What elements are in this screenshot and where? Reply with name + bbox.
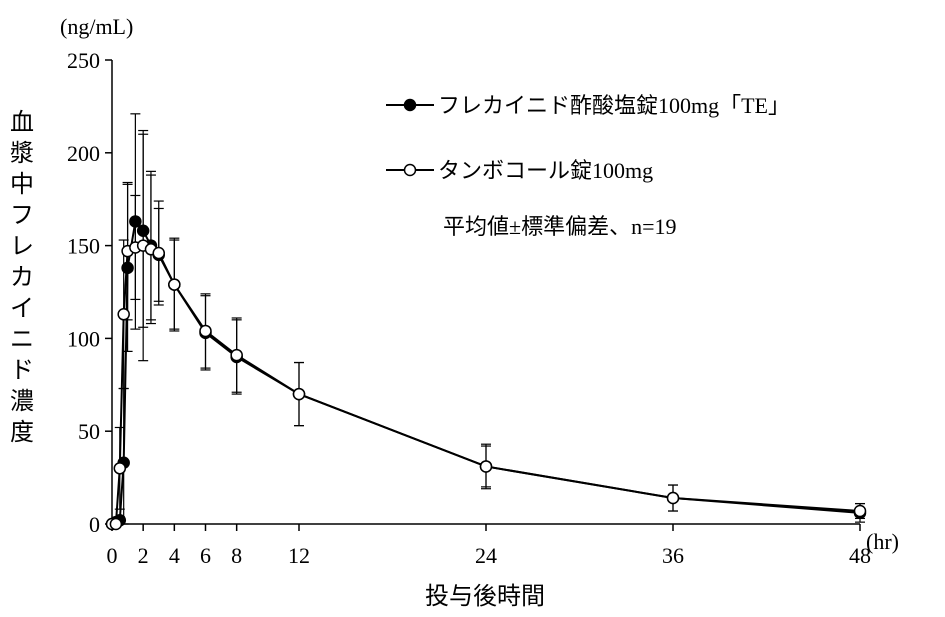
data-point (479, 460, 493, 473)
x-tick-label: 0 (107, 543, 118, 568)
data-point (109, 517, 123, 531)
y-axis-title: 血漿中フレカイニド濃度 (10, 109, 34, 446)
data-point (666, 491, 680, 505)
x-tick-label: 12 (288, 543, 310, 568)
legend-marker (403, 163, 417, 177)
y-tick-label: 100 (67, 326, 100, 351)
note-text: 平均値±標準偏差、n=19 (443, 214, 676, 239)
data-point (113, 462, 127, 475)
data-point (853, 504, 867, 518)
y-tick-label: 0 (89, 512, 100, 537)
legend-marker (403, 98, 417, 112)
legend-item-2: タンボコール錠100mg (386, 158, 653, 183)
data-point (152, 246, 165, 260)
x-tick-label: 8 (231, 543, 242, 568)
x-tick-label: 4 (169, 543, 180, 568)
y-tick-label: 50 (78, 419, 100, 444)
x-tick-label: 6 (200, 543, 211, 568)
data-point (199, 324, 212, 338)
data-point (117, 308, 130, 321)
x-unit-label: (hr) (866, 529, 899, 554)
legend-item-1: フレカイニド酢酸塩錠100mg「TE」 (386, 93, 790, 118)
y-tick-label: 150 (67, 234, 100, 259)
x-tick-label: 24 (475, 543, 497, 568)
x-tick-label: 48 (849, 543, 871, 568)
y-tick-label: 200 (67, 141, 100, 166)
data-point (292, 387, 306, 401)
legend-label: フレカイニド酢酸塩錠100mg「TE」 (438, 93, 790, 118)
legend-label: タンボコール錠100mg (438, 158, 653, 183)
x-axis-title: 投与後時間 (425, 583, 545, 610)
x-tick-label: 36 (662, 543, 684, 568)
y-tick-label: 250 (67, 48, 100, 73)
series-layer (105, 113, 867, 531)
axis-labels: (ng/mL) (hr) 投与後時間 血漿中フレカイニド濃度 平均値±標準偏差、… (10, 14, 899, 610)
y-unit-label: (ng/mL) (60, 14, 133, 39)
legend: フレカイニド酢酸塩錠100mg「TE」タンボコール錠100mg (386, 93, 790, 183)
series-2 (105, 129, 867, 531)
data-point (168, 278, 181, 291)
x-tick-label: 2 (138, 543, 149, 568)
data-point (230, 348, 243, 362)
